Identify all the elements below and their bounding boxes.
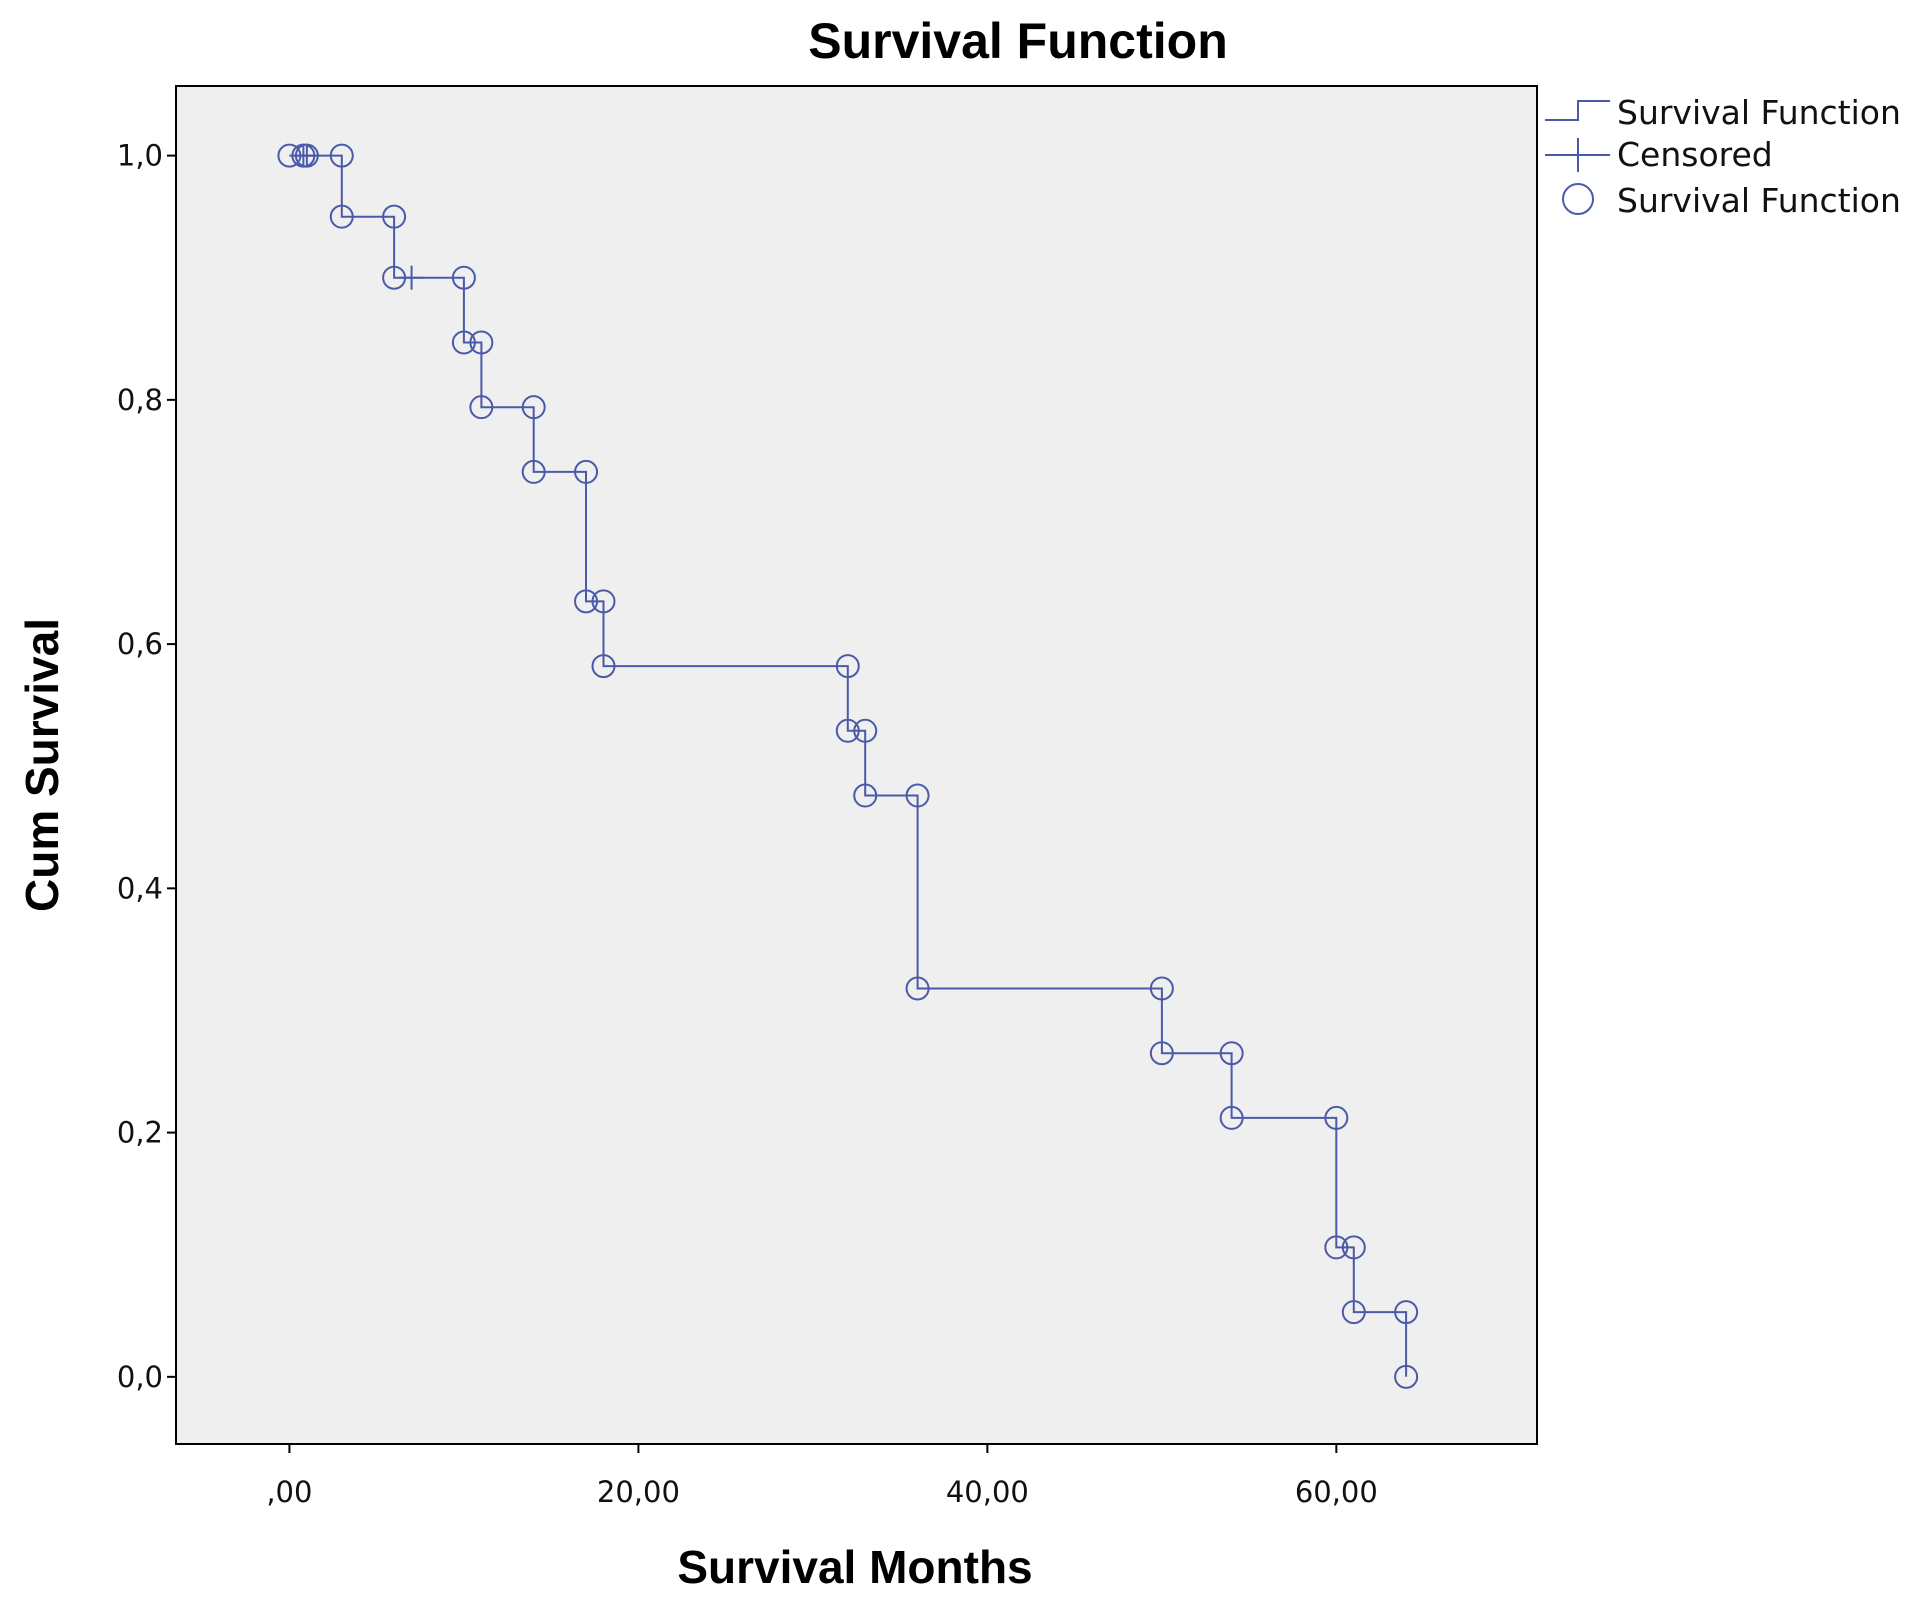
x-axis: ,00 20,00 40,00 60,00: [266, 1444, 1378, 1509]
survival-point-marker: [382, 265, 407, 290]
survival-point-marker: [294, 143, 319, 168]
survival-point-marker: [469, 330, 494, 355]
survival-point-marker: [835, 718, 860, 743]
survival-point-marker: [521, 395, 546, 420]
survival-point-marker: [451, 265, 476, 290]
survival-point-marker: [382, 204, 407, 229]
y-axis-label: Cum Survival: [16, 618, 68, 912]
survival-point-marker: [1394, 1364, 1419, 1389]
legend: Survival Function Censored Survival Func…: [1545, 93, 1901, 220]
survival-point-marker: [1149, 1041, 1174, 1066]
chart-title: Survival Function: [808, 13, 1228, 69]
censored-marker: [399, 265, 424, 290]
plot-area: [175, 85, 1538, 1445]
y-axis: 0,0 0,2 0,4 0,6 0,8 1,0: [117, 139, 176, 1394]
survival-point-marker: [853, 718, 878, 743]
legend-label-survival-function: Survival Function: [1617, 93, 1901, 132]
x-tick-label: 40,00: [946, 1475, 1029, 1509]
y-tick-label: 0,0: [117, 1360, 163, 1394]
survival-point-marker: [1341, 1300, 1366, 1325]
survival-point-marker: [905, 976, 930, 1001]
x-tick-label: 20,00: [597, 1475, 680, 1509]
survival-point-marker: [1341, 1235, 1366, 1260]
survival-point-marker: [1219, 1041, 1244, 1066]
survival-point-marker: [1394, 1300, 1419, 1325]
survival-point-marker: [451, 330, 476, 355]
x-tick-label: ,00: [266, 1475, 312, 1509]
legend-label-survival-function-points: Survival Function: [1617, 181, 1901, 220]
y-tick-label: 0,2: [117, 1116, 163, 1150]
legend-circle-icon: [1562, 183, 1594, 215]
survival-point-marker: [853, 783, 878, 808]
legend-label-censored: Censored: [1617, 135, 1773, 174]
x-tick-label: 60,00: [1295, 1475, 1378, 1509]
x-axis-label: Survival Months: [677, 1541, 1032, 1593]
survival-point-marker: [329, 143, 354, 168]
y-tick-label: 1,0: [117, 139, 163, 173]
survival-point-marker: [835, 654, 860, 679]
y-tick-label: 0,6: [117, 627, 163, 661]
survival-point-marker: [1219, 1105, 1244, 1130]
survival-point-marker: [469, 395, 494, 420]
survival-point-marker: [1324, 1105, 1349, 1130]
survival-point-marker: [1149, 976, 1174, 1001]
legend-step-line-icon: [1545, 100, 1610, 121]
survival-point-marker: [591, 589, 616, 614]
survival-point-marker: [521, 459, 546, 484]
y-tick-label: 0,4: [117, 871, 163, 905]
survival-point-marker: [329, 204, 354, 229]
survival-step-line: [289, 154, 1408, 1377]
survival-point-marker: [277, 143, 302, 168]
survival-point-marker: [905, 783, 930, 808]
survival-point-marker: [591, 654, 616, 679]
survival-point-marker: [574, 589, 599, 614]
series-layer: [277, 143, 1419, 1389]
survival-point-marker: [574, 459, 599, 484]
y-tick-label: 0,8: [117, 383, 163, 417]
survival-point-marker: [1324, 1235, 1349, 1260]
